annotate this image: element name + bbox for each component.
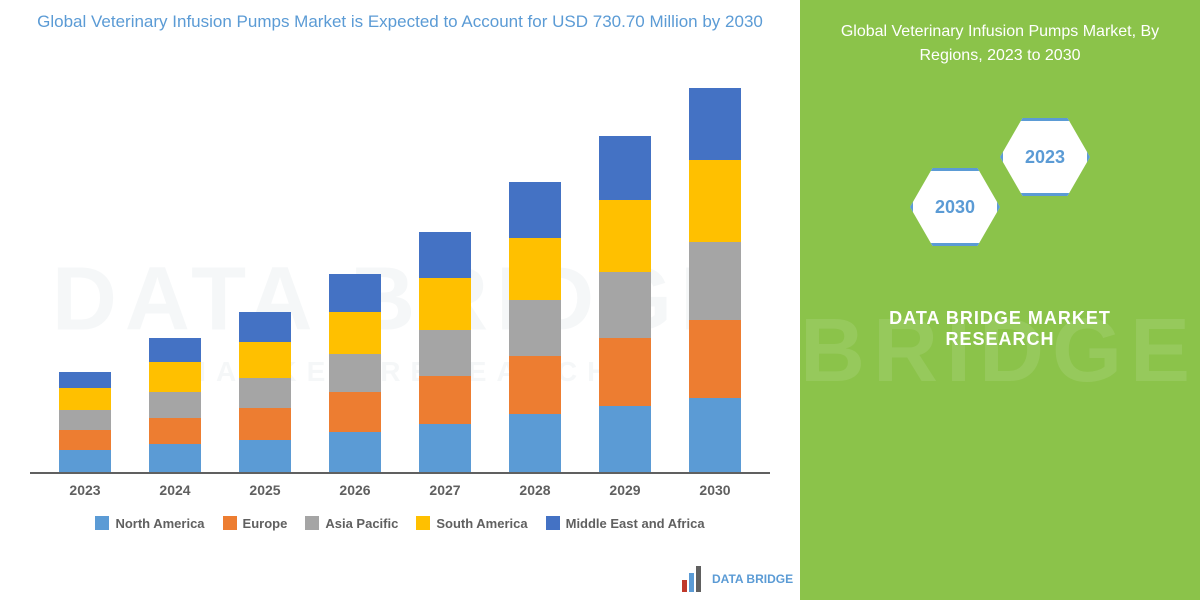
bar-stack [419,232,471,472]
bar-stack [149,338,201,472]
right-panel: BRIDGE Global Veterinary Infusion Pumps … [800,0,1200,600]
bar-group [505,182,565,472]
x-axis-label: 2024 [145,482,205,498]
bar-segment [329,392,381,432]
legend-swatch [546,516,560,530]
bar-stack [239,312,291,472]
x-axis-label: 2029 [595,482,655,498]
legend-item: Asia Pacific [305,516,398,531]
bar-segment [419,424,471,472]
x-axis-label: 2025 [235,482,295,498]
bar-segment [239,440,291,472]
legend-label: North America [115,516,204,531]
bar-segment [689,398,741,472]
bar-segment [509,238,561,300]
bar-segment [599,200,651,272]
hex-badge-2030: 2030 [910,168,1000,246]
bar-group [145,338,205,472]
hex-badge-2023: 2023 [1000,118,1090,196]
legend-label: South America [436,516,527,531]
chart-title: Global Veterinary Infusion Pumps Market … [30,10,770,34]
legend-item: South America [416,516,527,531]
bar-segment [59,450,111,472]
bar-segment [149,418,201,444]
logo-text: DATA BRIDGE [712,573,793,585]
legend-swatch [305,516,319,530]
legend-item: North America [95,516,204,531]
bar-segment [239,312,291,342]
chart-panel: DATA BRIDGE MARKET RESEARCH Global Veter… [0,0,800,600]
bar-group [685,88,745,472]
bar-group [55,372,115,472]
bar-segment [509,182,561,238]
x-axis-label: 2030 [685,482,745,498]
x-axis-label: 2026 [325,482,385,498]
chart-plot-area [30,54,770,474]
bar-segment [509,356,561,414]
bar-group [415,232,475,472]
bar-segment [599,338,651,406]
bar-segment [599,272,651,338]
legend-label: Asia Pacific [325,516,398,531]
bar-stack [689,88,741,472]
legend-label: Middle East and Africa [566,516,705,531]
legend-item: Europe [223,516,288,531]
bar-stack [59,372,111,472]
logo-mark [680,566,706,592]
bar-segment [689,320,741,398]
footer-logo: DATA BRIDGE [680,566,793,592]
bar-segment [149,338,201,362]
bar-stack [599,136,651,472]
x-axis-label: 2027 [415,482,475,498]
bar-segment [59,410,111,430]
x-axis-labels: 2023 2024 2025 2026 2027 2028 2029 2030 [30,474,770,498]
legend-swatch [95,516,109,530]
bar-segment [149,444,201,472]
chart-legend: North America Europe Asia Pacific South Ame… [30,516,770,531]
brand-title: DATA BRIDGE MARKET RESEARCH [820,308,1180,350]
legend-swatch [416,516,430,530]
x-axis-label: 2023 [55,482,115,498]
bar-segment [329,432,381,472]
bar-segment [419,232,471,278]
bar-segment [149,362,201,392]
bar-segment [419,278,471,330]
bar-group [325,274,385,472]
bar-stack [509,182,561,472]
bar-segment [599,136,651,200]
bar-segment [59,430,111,450]
bar-group [235,312,295,472]
x-axis-label: 2028 [505,482,565,498]
bar-segment [59,388,111,410]
brand-line-1: DATA BRIDGE MARKET [889,308,1111,328]
bar-group [595,136,655,472]
bar-segment [329,354,381,392]
bar-segment [689,88,741,160]
bar-segment [149,392,201,418]
legend-item: Middle East and Africa [546,516,705,531]
bar-segment [329,312,381,354]
bar-segment [419,376,471,424]
right-panel-title: Global Veterinary Infusion Pumps Market,… [820,20,1180,68]
brand-line-2: RESEARCH [945,329,1054,349]
bar-stack [329,274,381,472]
legend-swatch [223,516,237,530]
bar-segment [689,160,741,242]
bar-segment [689,242,741,320]
bar-segment [239,378,291,408]
bar-segment [419,330,471,376]
bar-segment [239,342,291,378]
bar-segment [239,408,291,440]
bar-segment [599,406,651,472]
bar-segment [329,274,381,312]
legend-label: Europe [243,516,288,531]
hex-badges: 2030 2023 [820,98,1180,278]
bar-segment [509,414,561,472]
bar-segment [509,300,561,356]
bar-segment [59,372,111,388]
